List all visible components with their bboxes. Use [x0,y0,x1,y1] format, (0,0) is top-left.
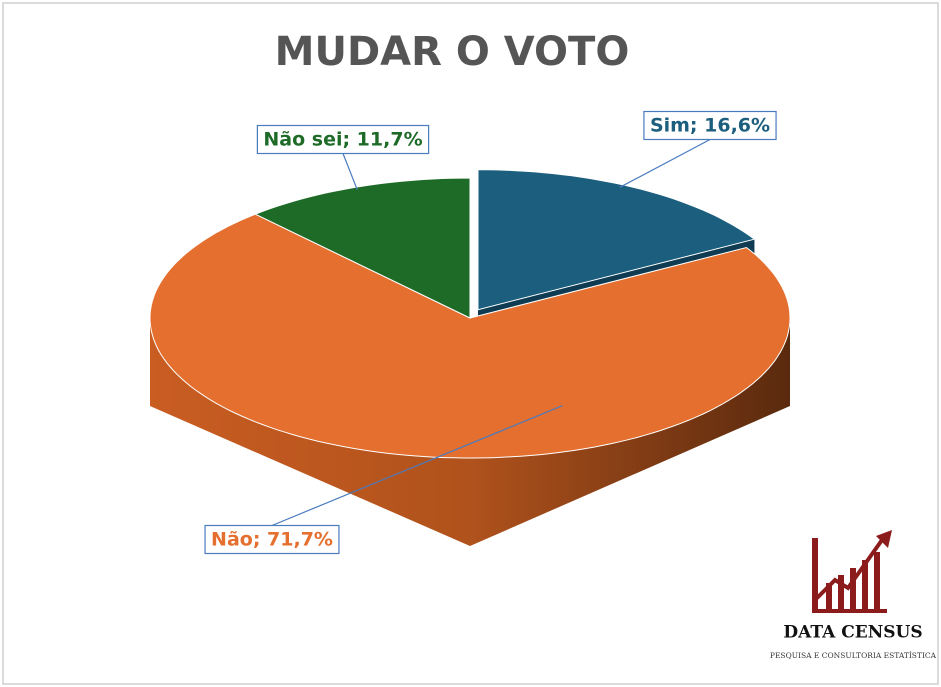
logo: DATA CENSUS PESQUISA E CONSULTORIA ESTAT… [770,530,937,660]
logo-name: DATA CENSUS [783,623,922,643]
label-box [643,110,777,141]
leader-line [619,138,711,188]
slice-side [150,318,790,546]
leader-line [342,153,358,191]
label-box [256,124,430,155]
leader-line [271,405,563,527]
pie [149,169,791,546]
logo-tagline: PESQUISA E CONSULTORIA ESTATÍSTICA [770,651,937,660]
data-label: Não sei; 11,7% [263,129,422,151]
slice [254,177,471,319]
data-label: Sim; 16,6% [650,115,770,137]
slice [149,213,791,459]
data-label: Não; 71,7% [211,529,333,551]
chart-title: MUDAR O VOTO [275,29,630,75]
slice [477,169,756,311]
label-box [204,524,340,555]
